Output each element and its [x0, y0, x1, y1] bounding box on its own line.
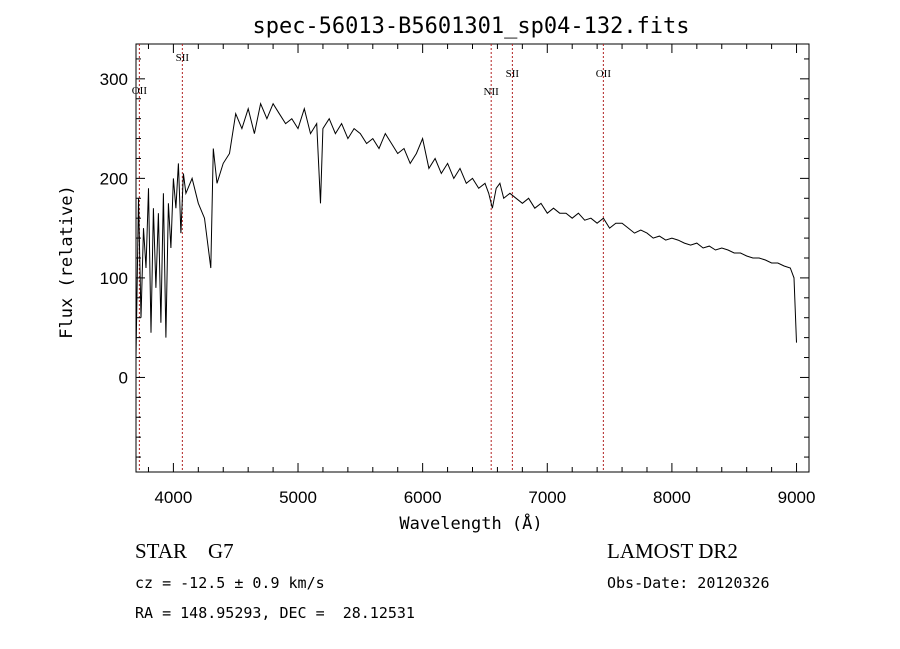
- x-tick-label: 9000: [778, 488, 816, 507]
- x-tick-label: 6000: [404, 488, 442, 507]
- x-tick-label: 4000: [154, 488, 192, 507]
- obs-date-label: Obs-Date: 20120326: [607, 574, 770, 592]
- axis-ticks: [136, 44, 809, 472]
- spectral-line-label: OII: [132, 85, 148, 97]
- x-tick-labels: 4000 5000 6000 7000 8000 9000: [154, 488, 815, 507]
- spectral-line-markers: OII SII NII SII OII: [132, 44, 612, 472]
- y-tick-label: 200: [100, 169, 128, 188]
- plot-frame: [135, 43, 810, 473]
- spectral-line-label: OII: [596, 68, 612, 80]
- y-axis-label: Flux (relative): [57, 185, 77, 339]
- redshift-label: cz = -12.5 ± 0.9 km/s: [135, 574, 325, 592]
- survey-label: LAMOST DR2: [607, 539, 738, 563]
- y-tick-label: 300: [100, 70, 128, 89]
- y-tick-label: 100: [100, 269, 128, 288]
- x-tick-label: 5000: [279, 488, 317, 507]
- spectrum-line: [135, 102, 797, 358]
- x-tick-label: 7000: [528, 488, 566, 507]
- x-axis-label: Wavelength (Å): [399, 512, 542, 534]
- spectral-line-label: SII: [506, 68, 520, 80]
- chart-title: spec-56013-B5601301_sp04-132.fits: [252, 14, 689, 39]
- spectral-line-label: SII: [176, 52, 190, 64]
- class-label: STAR G7: [135, 539, 234, 563]
- y-tick-label: 0: [119, 368, 128, 387]
- radec-label: RA = 148.95293, DEC = 28.12531: [135, 604, 415, 622]
- spectral-line-label: NII: [484, 86, 500, 98]
- x-tick-label: 8000: [653, 488, 691, 507]
- y-tick-labels: 0 100 200 300: [100, 70, 128, 388]
